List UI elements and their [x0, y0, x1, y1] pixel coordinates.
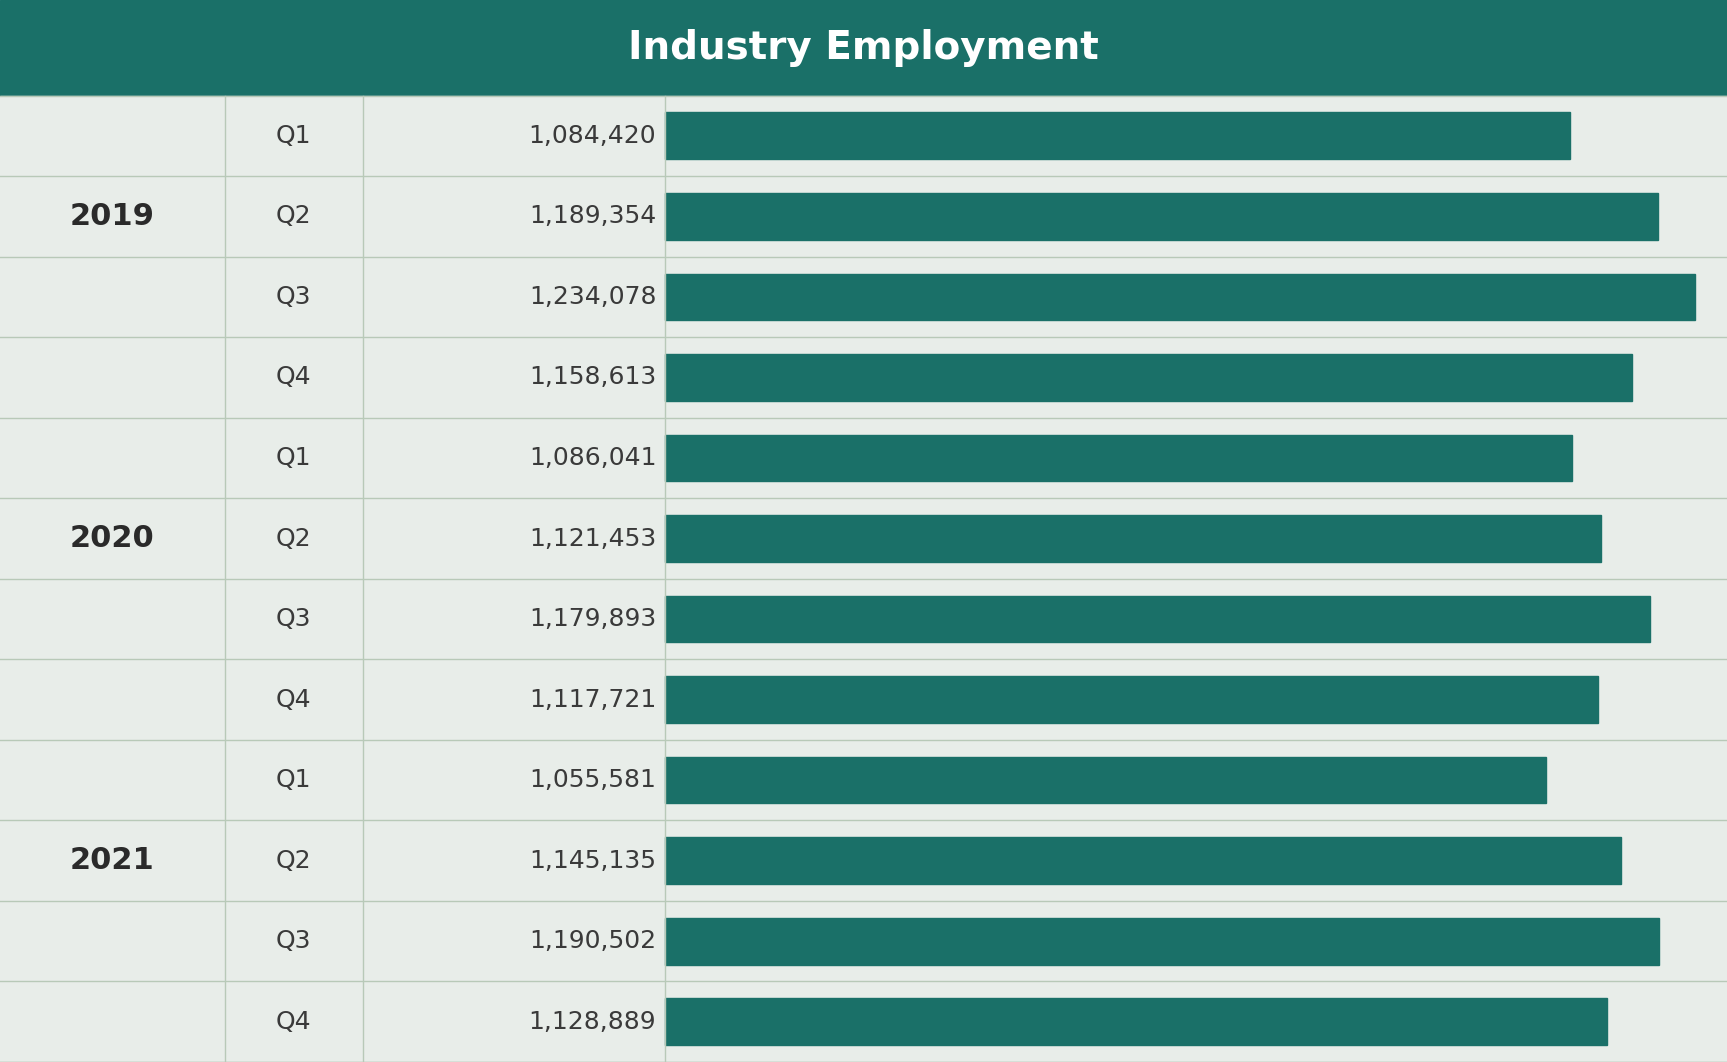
Text: 1,117,721: 1,117,721 [528, 687, 656, 712]
Bar [0, 417, 1727, 498]
Text: Q1: Q1 [276, 768, 311, 792]
Bar [0, 257, 1727, 338]
Text: Q1: Q1 [276, 446, 311, 470]
Text: 2020: 2020 [69, 524, 155, 553]
Bar [0, 176, 1727, 257]
Text: 1,179,893: 1,179,893 [528, 607, 656, 631]
Bar [0, 901, 1727, 981]
Bar [0, 498, 1727, 579]
Bar [0, 981, 1727, 1062]
Bar [0, 338, 1727, 417]
Text: Q3: Q3 [276, 285, 311, 309]
Text: 1,145,135: 1,145,135 [528, 849, 656, 873]
Bar [665, 596, 1649, 643]
Text: 1,234,078: 1,234,078 [528, 285, 656, 309]
Text: Q3: Q3 [276, 607, 311, 631]
Bar [665, 918, 1658, 964]
Bar [665, 837, 1622, 884]
Text: 1,158,613: 1,158,613 [528, 365, 656, 390]
Bar [0, 740, 1727, 820]
Bar [665, 274, 1696, 321]
Text: 1,128,889: 1,128,889 [528, 1010, 656, 1033]
Bar [0, 0, 1727, 96]
Text: 1,086,041: 1,086,041 [528, 446, 656, 470]
Bar [665, 193, 1658, 240]
Text: 1,084,420: 1,084,420 [528, 124, 656, 148]
Text: Q4: Q4 [276, 365, 311, 390]
Bar [665, 515, 1601, 562]
Text: Q1: Q1 [276, 124, 311, 148]
Text: 2019: 2019 [69, 202, 155, 230]
Bar [665, 354, 1632, 400]
Bar [0, 660, 1727, 740]
Text: 1,189,354: 1,189,354 [528, 204, 656, 228]
Bar [0, 820, 1727, 901]
Text: 1,190,502: 1,190,502 [528, 929, 656, 954]
Text: 1,055,581: 1,055,581 [530, 768, 656, 792]
Text: Q2: Q2 [276, 204, 311, 228]
Text: 2021: 2021 [69, 846, 155, 875]
Bar [665, 998, 1608, 1045]
Bar [0, 96, 1727, 176]
Text: 1,121,453: 1,121,453 [528, 527, 656, 550]
Bar [665, 434, 1572, 481]
Bar [0, 579, 1727, 660]
Bar [665, 113, 1570, 159]
Text: Industry Employment: Industry Employment [629, 29, 1098, 67]
Text: Q3: Q3 [276, 929, 311, 954]
Bar [665, 757, 1546, 804]
Text: Q2: Q2 [276, 849, 311, 873]
Text: Q2: Q2 [276, 527, 311, 550]
Text: Q4: Q4 [276, 1010, 311, 1033]
Text: Q4: Q4 [276, 687, 311, 712]
Bar [665, 676, 1597, 723]
